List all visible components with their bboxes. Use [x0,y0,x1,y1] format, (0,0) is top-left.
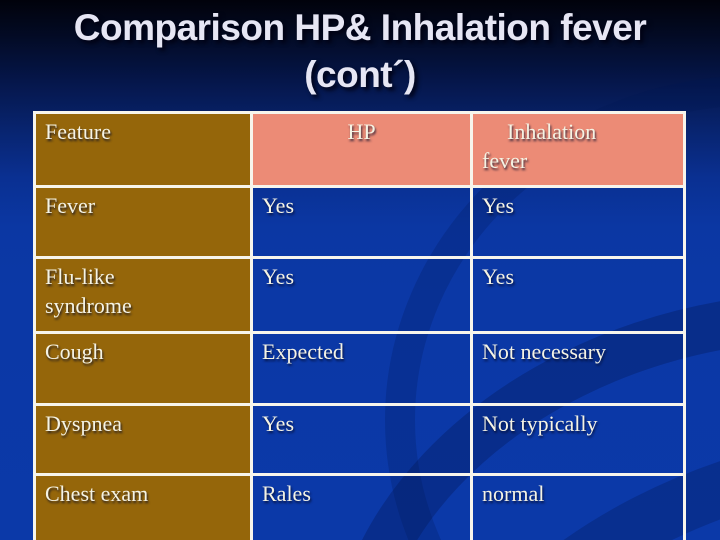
inhalation-value-cell: normal [470,473,686,540]
hp-value-cell: Rales [250,473,473,540]
header-cell-inhalation-fever: Inhalation fever [470,111,686,188]
slide-title-line2: (cont´) [304,54,416,95]
feature-label: Cough [45,339,104,364]
header-label-inhalation-fever: Inhalation fever [482,119,597,173]
header-cell-hp: HP [250,111,473,188]
header-label-hp: HP [347,119,376,144]
hp-value-cell: Yes [250,403,473,476]
table-row-chest-exam: Chest exam Rales normal [33,473,686,540]
feature-cell: Chest exam [33,473,253,540]
table-row-cough: Cough Expected Not necessary [33,331,686,406]
comparison-table-container: Feature HP Inhalation fever Fever Yes Ye… [33,111,686,540]
header-cell-feature: Feature [33,111,253,188]
inhalation-value-cell: Yes [470,256,686,334]
feature-label: Chest exam [45,481,149,506]
slide-title-line1: Comparison HP& Inhalation fever [73,7,647,48]
feature-cell: Dyspnea [33,403,253,476]
feature-label: Dyspnea [45,411,122,436]
feature-cell: Fever [33,185,253,259]
header-label-feature: Feature [45,119,111,144]
feature-label: Flu-like syndrome [45,264,132,318]
hp-value-cell: Yes [250,256,473,334]
inhalation-value-cell: Not typically [470,403,686,476]
inhalation-value-cell: Not necessary [470,331,686,406]
inhalation-value-cell: Yes [470,185,686,259]
comparison-table: Feature HP Inhalation fever Fever Yes Ye… [33,111,686,540]
feature-cell: Flu-like syndrome [33,256,253,334]
hp-value-cell: Expected [250,331,473,406]
table-header-row: Feature HP Inhalation fever [33,111,686,188]
hp-value-cell: Yes [250,185,473,259]
table-row-dyspnea: Dyspnea Yes Not typically [33,403,686,476]
feature-cell: Cough [33,331,253,406]
table-row-fever: Fever Yes Yes [33,185,686,259]
table-row-flu-like-syndrome: Flu-like syndrome Yes Yes [33,256,686,334]
feature-label: Fever [45,193,96,218]
slide-title: Comparison HP& Inhalation fever (cont´) [0,4,720,98]
